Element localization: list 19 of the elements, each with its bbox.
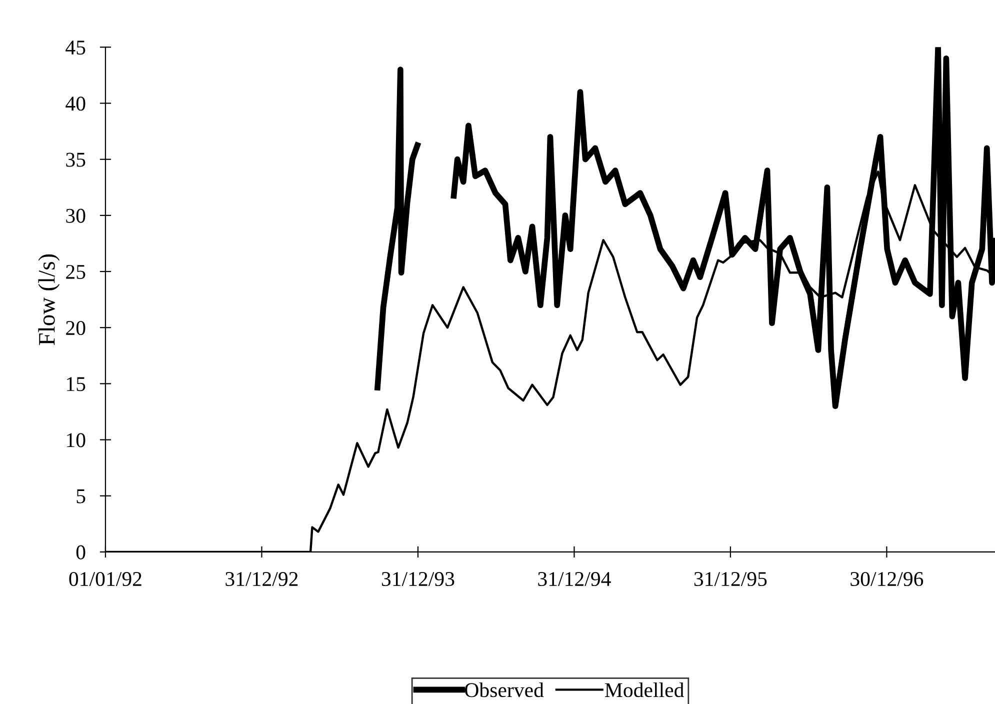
x-tick-label: 31/12/92 xyxy=(226,572,298,586)
y-tick-label: 30 xyxy=(66,208,86,223)
y-tick-label: 20 xyxy=(66,320,86,336)
x-tick-label: 31/12/95 xyxy=(694,572,767,586)
y-tick-label: 25 xyxy=(66,264,86,279)
x-tick-label: 31/12/93 xyxy=(382,572,454,586)
x-tick-label: 31/12/94 xyxy=(538,572,611,586)
x-tick-label: 01/01/92 xyxy=(69,572,142,586)
legend-label: Observed xyxy=(465,682,544,698)
y-tick-label: 40 xyxy=(66,96,86,111)
y-tick-label: 15 xyxy=(67,377,86,392)
y-axis-title: Flow (l/s) xyxy=(38,254,60,346)
y-tick-label: 10 xyxy=(67,433,86,448)
y-tick-label: 0 xyxy=(76,545,86,560)
y-tick-label: 35 xyxy=(66,152,86,167)
legend-label: Modelled xyxy=(604,682,684,698)
y-tick-label: 5 xyxy=(76,489,86,504)
x-tick-label: 30/12/96 xyxy=(850,572,924,586)
y-tick-label: 45 xyxy=(66,40,86,55)
